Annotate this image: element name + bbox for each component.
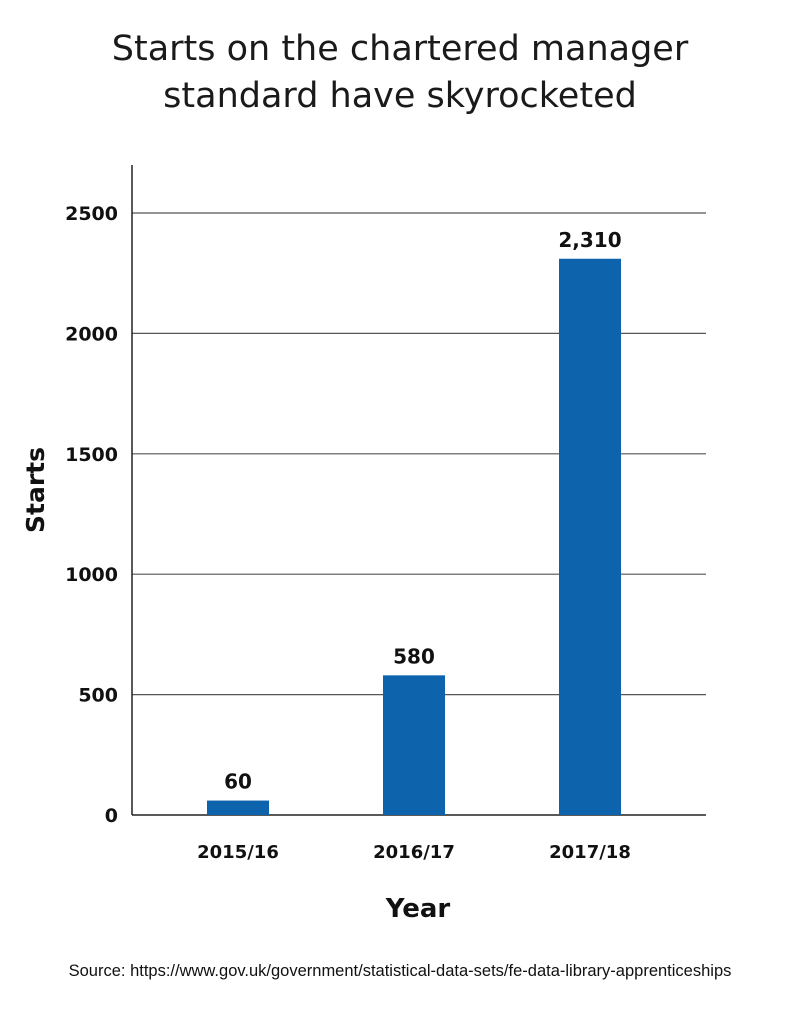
data-label: 2,310 <box>558 228 621 252</box>
chart-title-line-1: Starts on the chartered manager <box>111 29 689 69</box>
y-tick-label: 2000 <box>65 323 118 345</box>
x-tick-label: 2017/18 <box>549 842 631 863</box>
bars <box>207 258 621 815</box>
chart-title: Starts on the chartered manager standard… <box>0 26 800 120</box>
data-label: 580 <box>393 644 435 668</box>
x-axis-title: Year <box>385 894 451 924</box>
y-tick-label: 2500 <box>65 203 118 225</box>
bar <box>207 800 269 815</box>
data-labels: 60 580 2,310 <box>224 228 622 794</box>
y-tick-label: 500 <box>78 685 118 707</box>
data-label: 60 <box>224 770 252 794</box>
chart-title-line-2: standard have skyrocketed <box>163 76 637 116</box>
x-tick-label: 2016/17 <box>373 842 455 863</box>
x-tick-labels: 2015/16 2016/17 2017/18 <box>197 842 631 863</box>
y-tick-label: 0 <box>105 805 118 827</box>
source-note: Source: https://www.gov.uk/government/st… <box>68 962 732 980</box>
bar <box>383 675 445 815</box>
x-tick-label: 2015/16 <box>197 842 279 863</box>
bar <box>559 258 621 815</box>
y-tick-label: 1500 <box>65 444 118 466</box>
y-tick-labels: 0 500 1000 1500 2000 2500 <box>65 203 118 827</box>
y-axis-title: Starts <box>21 447 50 533</box>
y-tick-label: 1000 <box>65 564 118 586</box>
